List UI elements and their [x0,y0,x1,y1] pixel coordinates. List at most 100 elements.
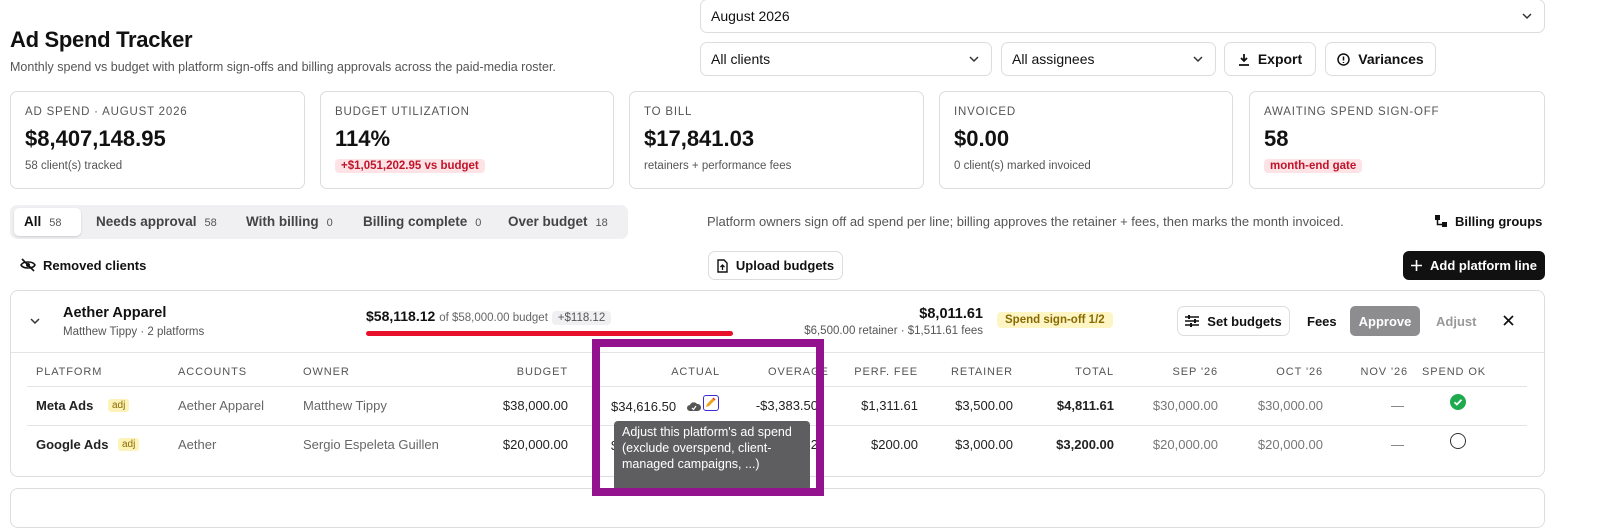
kpi-badge: +$1,051,202.95 vs budget [335,159,485,173]
tab-count: 18 [595,217,608,229]
perf-fee: $1,311.61 [861,398,918,413]
col-header: ACCOUNTS [178,366,247,378]
approve-button[interactable]: Approve [1350,306,1420,336]
tab[interactable]: With billing 0 [246,214,333,229]
groups-icon [1435,215,1447,227]
check [1453,399,1463,406]
assignees-select[interactable]: All assignees [1001,42,1216,76]
retainer: $3,500.00 [955,398,1013,413]
col-header: OVERAGE [768,366,829,378]
export-button[interactable]: Export [1224,42,1316,76]
spend-ok-icon [1450,394,1466,410]
kpi-label: INVOICED [954,106,1016,118]
chevron [1522,13,1532,20]
month-value: August 2026 [711,8,790,24]
col-header: RETAINER [950,366,1013,378]
plus-icon [1411,260,1423,271]
col-header: OWNER [303,366,350,378]
kpi-card: INVOICED $0.00 0 client(s) marked invoic… [939,91,1233,189]
col-header: SEP '26 [1172,366,1218,378]
kpi-badge: month-end gate [1264,159,1363,173]
set-budgets-button[interactable]: Set budgets [1177,306,1290,336]
client-breakdown: $6,500.00 retainer · $1,511.61 fees [804,325,983,337]
divider [11,352,1544,353]
oct: $20,000.00 [1257,437,1323,452]
tab[interactable]: All 58 [24,214,62,229]
variances-button[interactable]: Variances [1325,42,1436,76]
tab-label: Billing complete [363,214,468,229]
export-label: Export [1257,51,1303,67]
kpi-value: 58 [1264,126,1289,151]
platform: Google Ads [36,437,109,452]
col-header: BUDGET [516,366,568,378]
add-label: Add platform line [1430,258,1537,273]
removed-clients[interactable]: Removed clients [43,258,147,273]
billing-groups[interactable]: Billing groups [1455,214,1543,229]
adjust-button[interactable]: Adjust [1436,314,1477,329]
info-text: Platform owners sign off ad spend per li… [707,214,1344,229]
tab-label: Needs approval [96,214,197,229]
tab-label: All [24,214,42,229]
kpi-value: $0.00 [954,126,1010,151]
owner: Matthew Tippy [303,398,387,413]
tab-count: 0 [326,217,333,229]
tab-label: With billing [246,214,319,229]
page-subtitle: Monthly spend vs budget with platform si… [10,60,556,74]
nov: — [1391,398,1404,413]
spend-value: $58,118.12 [366,308,436,324]
col-header: PERF. FEE [854,366,918,378]
add-platform-button[interactable]: Add platform line [1403,251,1545,280]
col-header: ACTUAL [671,366,720,378]
accounts: Aether Apparel [178,398,265,413]
upload-label: Upload budgets [735,258,835,273]
edit-actual-button[interactable] [703,395,719,411]
tab-count: 58 [204,217,217,229]
adj-tag: adj [108,399,130,412]
client-name: Aether Apparel [63,305,167,321]
perf-fee: $200.00 [871,437,918,452]
eye-off-icon [20,258,36,272]
client-meta: Matthew Tippy · 2 platforms [63,326,205,338]
clients-select[interactable]: All clients [700,42,992,76]
kpi-card: TO BILL $17,841.03 retainers + performan… [629,91,924,189]
budget: $38,000.00 [502,398,568,413]
kpi-value: $17,841.03 [644,126,755,151]
active-tab-bg [14,208,81,236]
tab-bar [10,205,628,239]
tab[interactable]: Billing complete 0 [363,214,481,229]
chevron [1193,56,1203,63]
sliders-icon [1185,315,1200,327]
nov: — [1391,437,1404,452]
tab-count: 58 [49,217,62,229]
actual: $34,616.50 [611,399,677,414]
col-header: PLATFORM [36,366,103,378]
spend-over: +$118.12 [551,311,612,325]
total: $3,200.00 [1056,437,1114,452]
row-line [27,386,1527,387]
cloud-icon [687,402,702,411]
fees-button[interactable]: Fees [1307,314,1337,329]
kpi-label: AWAITING SPEND SIGN-OFF [1264,106,1440,118]
spend-ok-icon [1450,433,1466,449]
info-icon [1337,52,1351,66]
clients-value: All clients [711,51,771,67]
platform: Meta Ads [36,398,94,413]
col-header: SPEND OK [1422,366,1487,378]
kpi-label: BUDGET UTILIZATION [335,106,470,118]
tooltip: Adjust this platform's ad spend (exclude… [614,421,810,491]
upload-budgets-button[interactable]: Upload budgets [708,251,843,280]
sep: $30,000.00 [1152,398,1218,413]
spend-budget: of $58,000.00 budget [439,312,548,324]
overage: -$3,383.50 [755,398,818,413]
close-icon[interactable] [1503,315,1514,326]
kpi-label: AD SPEND · AUGUST 2026 [25,106,188,118]
col-header: OCT '26 [1276,366,1323,378]
collapse-chevron[interactable] [30,317,40,325]
tab[interactable]: Needs approval 58 [96,214,217,229]
budget: $20,000.00 [502,437,568,452]
owner: Sergio Espeleta Guillen [303,437,439,452]
month-select[interactable]: August 2026 [700,0,1545,33]
tab[interactable]: Over budget 18 [508,214,608,229]
tab-count: 0 [475,217,482,229]
col-header: NOV '26 [1360,366,1408,378]
